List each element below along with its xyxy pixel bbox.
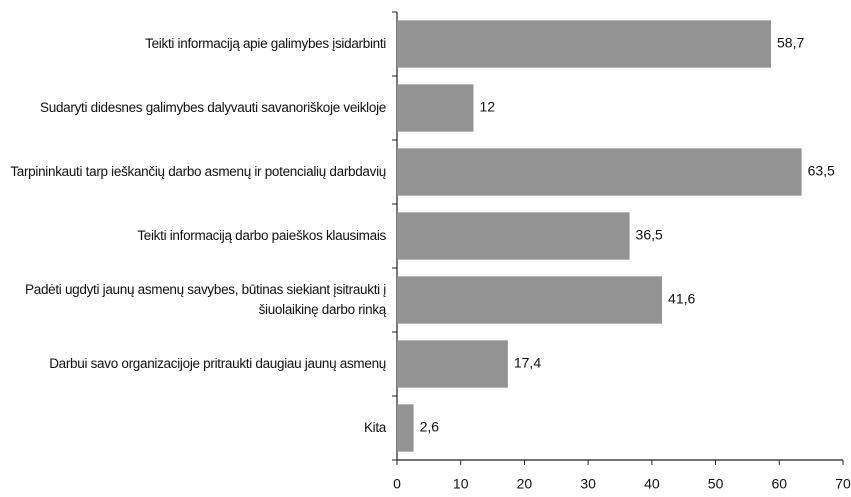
category-label: Kita <box>363 420 386 435</box>
category-label: Teikti informaciją apie galimybes įsidar… <box>145 36 386 51</box>
value-label: 36,5 <box>636 227 663 243</box>
value-label: 63,5 <box>808 163 835 179</box>
category-label: Sudaryti didesnes galimybes dalyvauti sa… <box>40 100 386 115</box>
category-label: Teikti informaciją darbo paieškos klausi… <box>137 228 386 243</box>
category-label: Tarpininkauti tarp ieškančių darbo asmen… <box>10 164 386 179</box>
bar <box>397 340 508 388</box>
bar <box>397 404 414 452</box>
bar <box>397 212 630 260</box>
value-label: 58,7 <box>777 35 804 51</box>
bar <box>397 276 663 324</box>
value-label: 2,6 <box>420 419 440 435</box>
x-tick-label: 30 <box>580 476 596 492</box>
x-tick-label: 40 <box>644 476 660 492</box>
category-label: Padėti ugdyti jaunų asmenų savybes, būti… <box>25 282 386 317</box>
bar <box>397 148 802 196</box>
bar <box>397 84 474 132</box>
bar <box>397 20 772 68</box>
category-label: Darbui savo organizacijoje pritraukti da… <box>49 356 386 371</box>
x-tick-label: 20 <box>517 476 533 492</box>
x-tick-label: 0 <box>393 476 401 492</box>
x-tick-label: 50 <box>708 476 724 492</box>
value-label: 41,6 <box>668 291 695 307</box>
x-tick-label: 60 <box>771 476 787 492</box>
x-tick-label: 10 <box>453 476 469 492</box>
value-label: 17,4 <box>514 355 541 371</box>
value-label: 12 <box>479 99 495 115</box>
x-tick-label: 70 <box>835 476 851 492</box>
